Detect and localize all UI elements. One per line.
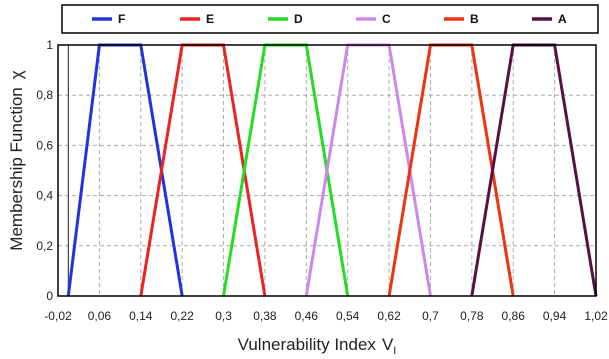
legend-label: B — [470, 12, 479, 26]
x-tick-label: 0,78 — [460, 309, 484, 323]
legend-label: E — [206, 12, 214, 26]
legend-item-E: E — [180, 12, 214, 26]
x-tick-label: -0,02 — [44, 309, 72, 323]
y-tick-label: 1 — [46, 38, 53, 52]
x-tick-label: 0,3 — [215, 309, 232, 323]
series-lines — [66, 43, 598, 297]
y-tick-label: 0,8 — [36, 88, 53, 102]
legend-item-A: A — [532, 12, 567, 26]
legend-item-D: D — [268, 12, 303, 26]
x-tick-label: 0,46 — [295, 309, 319, 323]
y-tick-labels: 0 0,2 0,4 0,6 0,8 1 — [36, 38, 53, 303]
y-tick-label: 0,6 — [36, 138, 53, 152]
y-axis-label: Membership Functionχ — [7, 70, 26, 250]
y-tick-label: 0 — [46, 289, 53, 303]
legend-box — [61, 4, 599, 34]
x-tick-label: 0,06 — [88, 309, 112, 323]
legend-item-C: C — [356, 12, 391, 26]
series-line-D — [222, 43, 350, 297]
x-tick-label: 0,94 — [543, 309, 567, 323]
legend-label: D — [294, 12, 303, 26]
x-tick-label: 0,7 — [422, 309, 439, 323]
x-tick-label: 0,14 — [129, 309, 153, 323]
legend-item-F: F — [92, 12, 125, 26]
x-axis-label: Vulnerability Index VI — [238, 335, 397, 357]
plot-frame — [57, 44, 597, 297]
x-tick-label: 0,54 — [336, 309, 360, 323]
series-line-B — [387, 43, 515, 297]
legend-item-B: B — [444, 12, 479, 26]
y-tick-label: 0,2 — [36, 239, 53, 253]
legend-label: F — [118, 12, 125, 26]
x-tick-labels: -0,02 0,06 0,14 0,22 0,3 0,38 0,46 0,54 0,62 0,7 0… — [44, 309, 608, 323]
x-tick-label: 0,86 — [502, 309, 526, 323]
x-tick-label: 0,22 — [170, 309, 194, 323]
series-line-C — [304, 43, 432, 297]
y-tick-label: 0,4 — [36, 189, 53, 203]
x-tick-label: 0,62 — [377, 309, 401, 323]
series-line-E — [139, 43, 267, 297]
x-tick-label: 0,38 — [253, 309, 277, 323]
series-line-F — [66, 43, 184, 297]
legend-label: A — [558, 12, 567, 26]
legend-label: C — [382, 12, 391, 26]
series-line-A — [470, 43, 598, 297]
x-tick-label: 1,02 — [584, 309, 608, 323]
